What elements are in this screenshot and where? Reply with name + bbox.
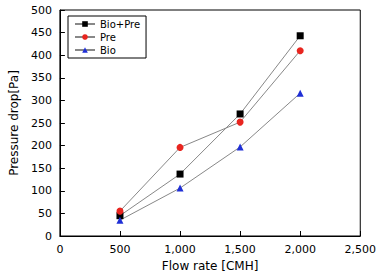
svg-text:0: 0 xyxy=(45,230,52,243)
svg-text:Pre: Pre xyxy=(100,32,116,43)
svg-text:1,500: 1,500 xyxy=(224,243,256,256)
svg-text:Pressure drop[Pa]: Pressure drop[Pa] xyxy=(7,70,21,176)
svg-text:300: 300 xyxy=(31,94,52,107)
svg-text:400: 400 xyxy=(31,49,52,62)
svg-text:150: 150 xyxy=(31,162,52,175)
svg-text:1,000: 1,000 xyxy=(164,243,196,256)
svg-text:200: 200 xyxy=(31,139,52,152)
svg-text:2,500: 2,500 xyxy=(345,243,377,256)
svg-text:50: 50 xyxy=(38,207,52,220)
svg-text:0: 0 xyxy=(56,243,63,256)
svg-text:450: 450 xyxy=(31,26,52,39)
svg-text:Bio+Pre: Bio+Pre xyxy=(100,19,140,30)
svg-text:500: 500 xyxy=(109,243,130,256)
svg-text:350: 350 xyxy=(31,71,52,84)
svg-text:100: 100 xyxy=(31,184,52,197)
svg-text:250: 250 xyxy=(31,117,52,130)
svg-text:Flow rate [CMH]: Flow rate [CMH] xyxy=(162,259,259,273)
svg-text:Bio: Bio xyxy=(100,45,116,56)
svg-text:500: 500 xyxy=(31,4,52,17)
svg-text:2,000: 2,000 xyxy=(284,243,316,256)
